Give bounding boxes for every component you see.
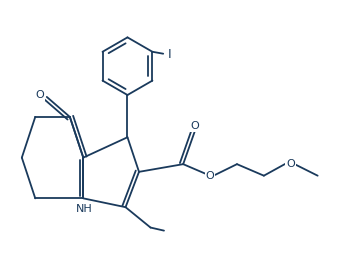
Text: I: I <box>167 48 171 60</box>
Text: NH: NH <box>76 204 92 214</box>
Text: O: O <box>286 159 295 169</box>
Text: O: O <box>35 90 44 100</box>
Text: O: O <box>190 121 199 131</box>
Text: O: O <box>206 171 214 181</box>
